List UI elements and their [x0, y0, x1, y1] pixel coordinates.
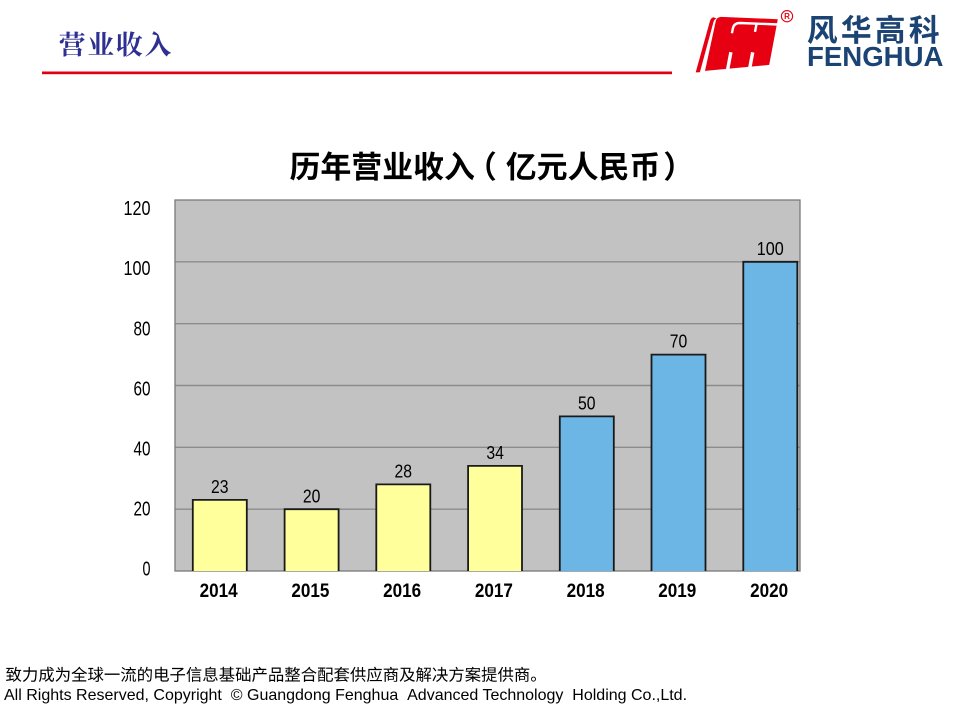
svg-text:50: 50 [578, 394, 596, 414]
svg-text:0: 0 [143, 558, 151, 581]
svg-text:80: 80 [134, 317, 151, 340]
svg-text:2018: 2018 [567, 581, 605, 602]
svg-text:2014: 2014 [200, 581, 238, 602]
svg-text:120: 120 [124, 197, 151, 220]
svg-text:R: R [784, 12, 790, 21]
svg-text:100: 100 [124, 257, 151, 280]
svg-text:2015: 2015 [291, 581, 329, 602]
svg-text:70: 70 [670, 332, 688, 352]
svg-text:2019: 2019 [658, 581, 696, 602]
svg-text:60: 60 [134, 377, 151, 400]
svg-text:All Rights Reserved, Copyright: All Rights Reserved, Copyright © Guangdo… [4, 687, 687, 704]
svg-text:34: 34 [486, 443, 504, 463]
svg-text:28: 28 [395, 462, 413, 482]
svg-text:20: 20 [134, 498, 151, 521]
svg-text:2020: 2020 [750, 581, 788, 602]
svg-text:2016: 2016 [383, 581, 421, 602]
svg-text:23: 23 [211, 477, 229, 497]
svg-text:20: 20 [303, 486, 321, 506]
svg-text:2017: 2017 [475, 581, 513, 602]
svg-text:40: 40 [134, 437, 151, 460]
svg-text:100: 100 [757, 239, 784, 259]
svg-text:FENGHUA: FENGHUA [807, 41, 944, 72]
